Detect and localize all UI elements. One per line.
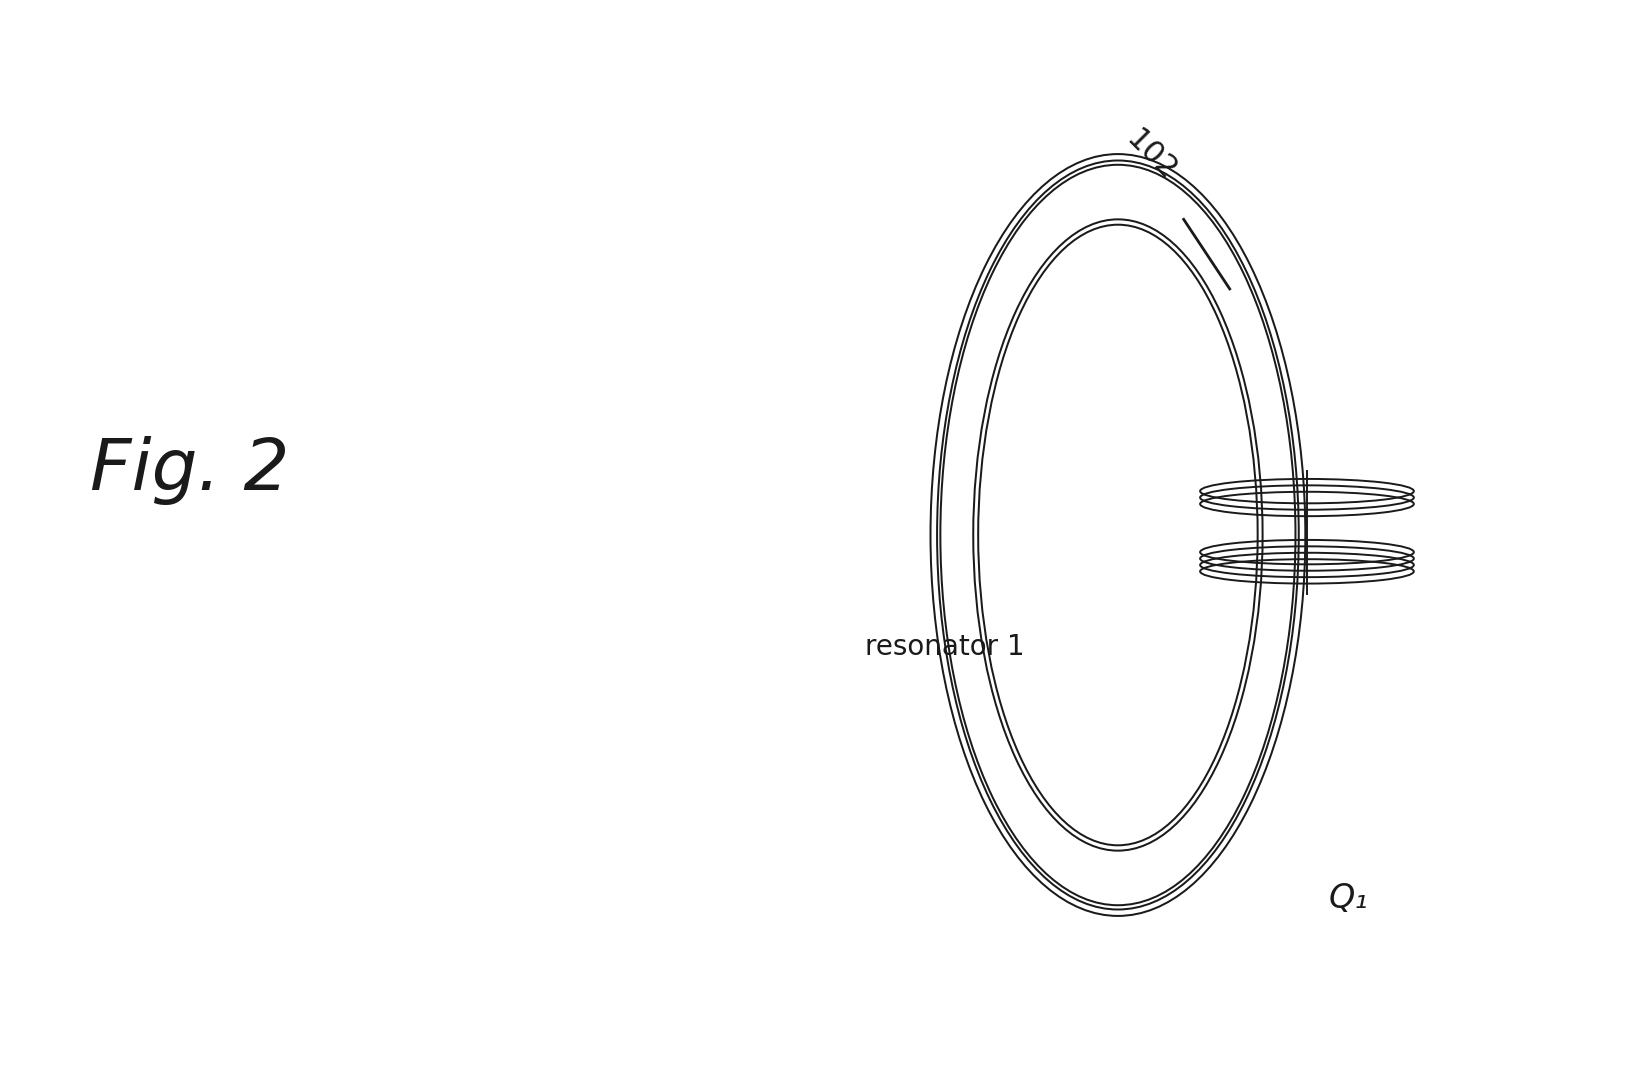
Text: resonator 1: resonator 1 [865, 633, 1026, 661]
Text: Fig. 2: Fig. 2 [90, 437, 289, 505]
Text: Q₁: Q₁ [1328, 883, 1368, 915]
Text: 102: 102 [1120, 124, 1182, 186]
